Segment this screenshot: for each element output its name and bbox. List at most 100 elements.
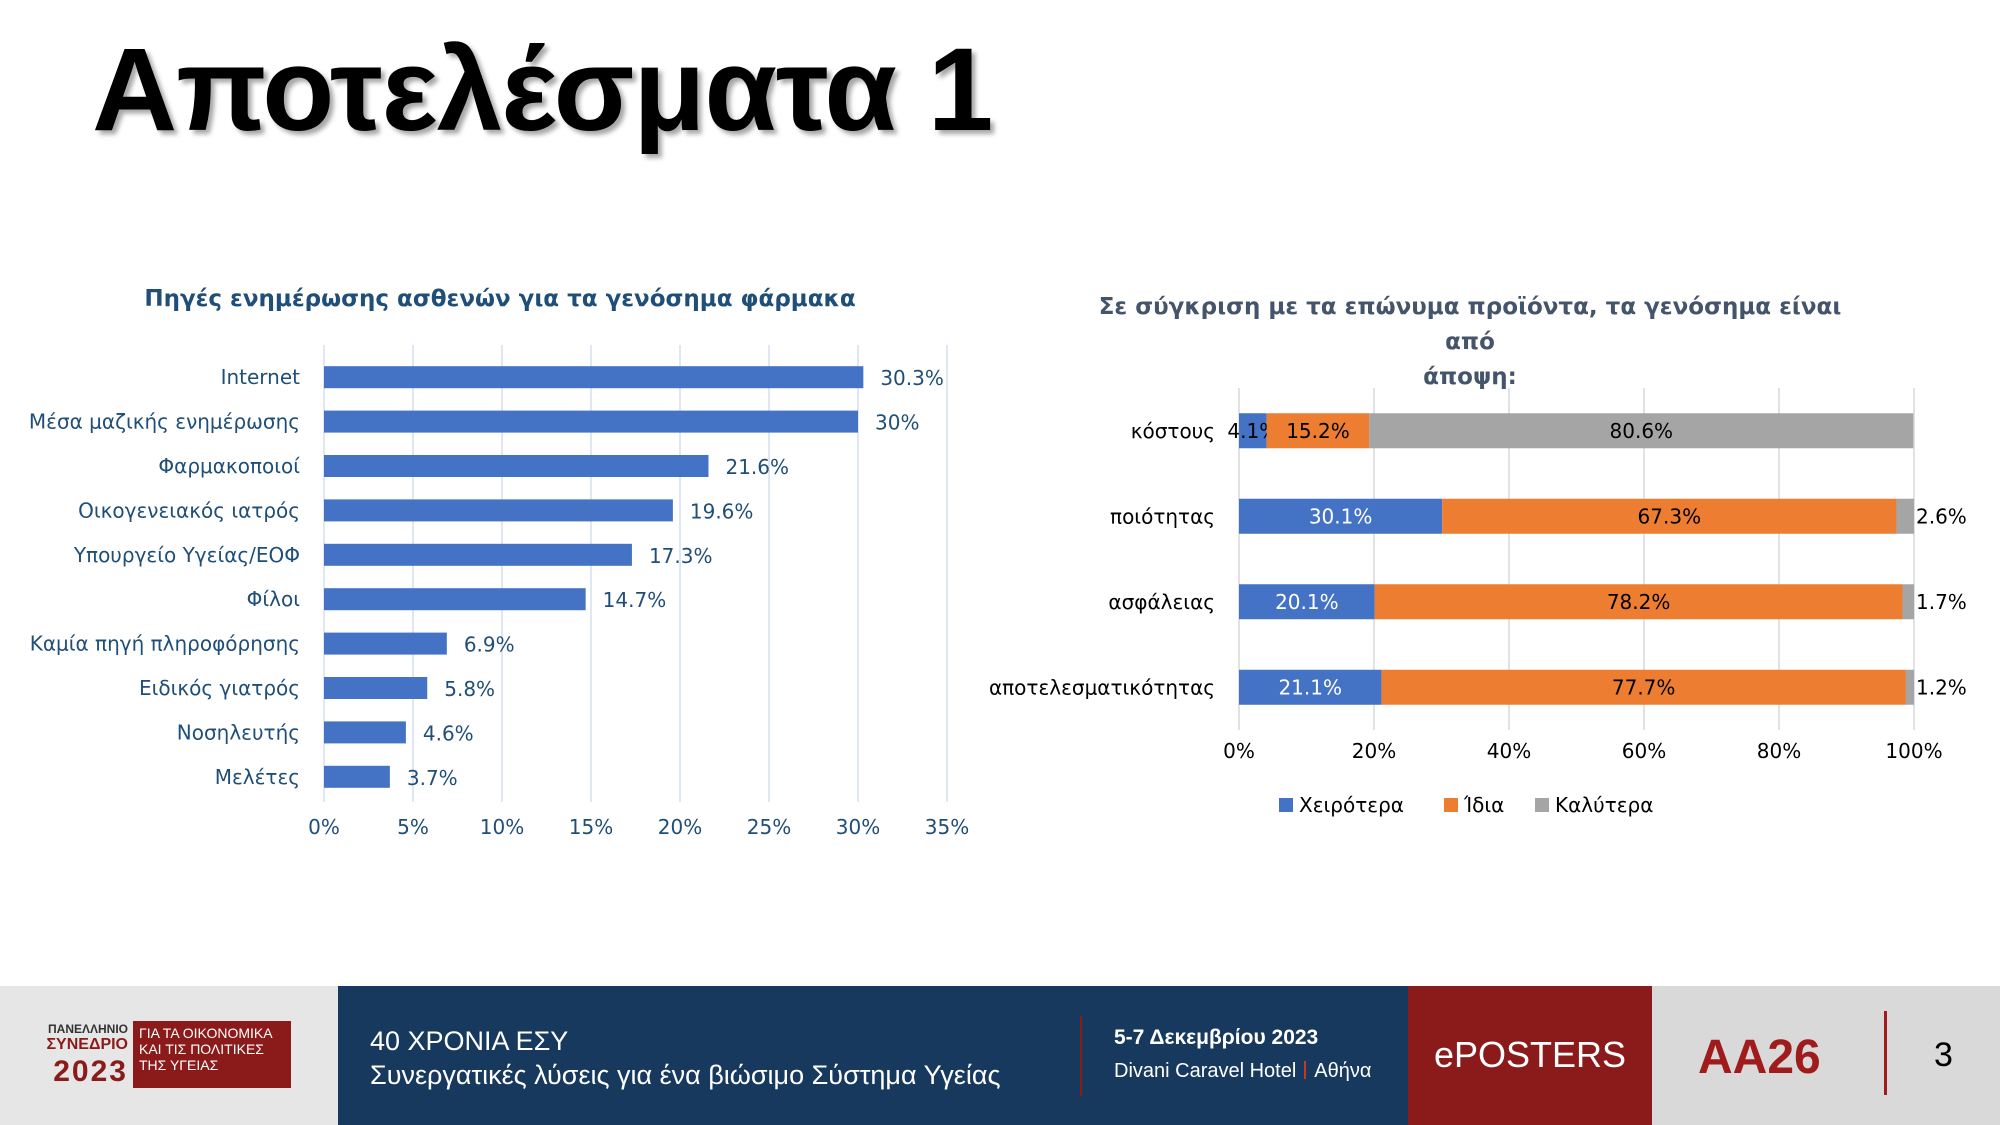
data-label: 21.6% [725, 455, 789, 479]
logo-line-1: ΠΑΝΕΛΛΗΝΙΟ [47, 1022, 128, 1036]
data-label: 30% [875, 411, 919, 435]
slide-title: Αποτελέσματα 1 [92, 24, 993, 156]
sources-bar-chart: 0% 5% 10% 15% 20% 25% 30% 35% Internet 30.3% Μέσα … [29, 345, 969, 839]
bar-segment [1905, 669, 1914, 705]
x-tick-label: 15% [569, 815, 613, 839]
bar-segment [1239, 584, 1375, 620]
x-tick-label: 0% [308, 815, 340, 839]
legend-swatch [1279, 798, 1293, 812]
footer-banner: ΠΑΝΕΛΛΗΝΙΟ ΣΥΝΕΔΡΙΟ 2023 ΓΙΑ ΤΑ ΟΙΚΟΝΟΜΙ… [0, 986, 2000, 1125]
bar [324, 543, 632, 566]
footer-heading: 40 ΧΡΟΝΙΑ ΕΣΥ [370, 1026, 569, 1056]
x-tick-label: 80% [1757, 739, 1801, 763]
venue-name: Divani Caravel Hotel [1114, 1060, 1297, 1082]
data-label: 4.6% [423, 721, 474, 745]
event-date: 5-7 Δεκεμβρίου 2023 [1114, 1026, 1319, 1049]
logo-box-line-1: ΓΙΑ ΤΑ ΟΙΚΟΝΟΜΙΚΑ [139, 1025, 273, 1041]
x-tick-label: 5% [397, 815, 429, 839]
bar [324, 632, 447, 655]
x-tick-label: 0% [1223, 739, 1255, 763]
category-label: Υπουργείο Υγείας/ΕΟΦ [73, 543, 300, 567]
logo-box-line-2: ΚΑΙ ΤΙΣ ΠΟΛΙΤΙΚΕΣ [139, 1041, 264, 1057]
category-label: Μέσα μαζικής ενημέρωσης [29, 410, 300, 434]
legend-swatch [1535, 798, 1549, 812]
legend-label: Χειρότερα [1299, 793, 1404, 817]
x-tick-label: 20% [658, 815, 702, 839]
data-label: 19.6% [690, 499, 754, 523]
data-label: 78.2% [1607, 590, 1671, 614]
right-chart-title-line-1: Σε σύγκριση με τα επώνυμα προϊόντα, τα γ… [1098, 294, 1842, 355]
footer-main: 40 ΧΡΟΝΙΑ ΕΣΥ Συνεργατικές λύσεις για έν… [338, 986, 1408, 1125]
category-label: Οικογενειακός ιατρός [78, 498, 300, 522]
data-label: 3.7% [407, 766, 458, 790]
comparison-stacked-bar-chart: 0% 20% 40% 60% 80% 100%κόστους 4.1% 15.2% 80.6%π… [989, 388, 1967, 817]
poster-code: AA26 [1698, 1031, 1821, 1084]
data-label: 1.2% [1916, 675, 1967, 699]
eposters-label: ePOSTERS [1433, 1034, 1627, 1075]
bar [324, 677, 428, 699]
bar-segment [1239, 498, 1443, 534]
data-label: 6.9% [464, 633, 515, 657]
bar-segment [1442, 498, 1897, 534]
bar-segment [1381, 669, 1906, 705]
poster-code-divider [1884, 1011, 1887, 1095]
category-label: ασφάλειας [1108, 590, 1215, 614]
data-label: 30.3% [880, 366, 944, 390]
x-tick-label: 10% [480, 815, 524, 839]
x-tick-label: 20% [1352, 739, 1396, 763]
data-label: 2.6% [1916, 504, 1967, 528]
x-tick-label: 100% [1885, 739, 1942, 763]
bar [324, 721, 406, 744]
category-label: Νοσηλευτής [177, 720, 300, 744]
venue-separator [1304, 1061, 1307, 1079]
category-label: Φαρμακοποιοί [158, 454, 300, 478]
x-tick-label: 25% [747, 815, 791, 839]
x-tick-label: 30% [836, 815, 880, 839]
bar [324, 588, 586, 611]
logo-line-2: ΣΥΝΕΔΡΙΟ [46, 1036, 128, 1053]
data-label: 5.8% [444, 677, 495, 701]
venue-city: Αθήνα [1314, 1060, 1372, 1082]
bar-segment [1896, 498, 1914, 534]
data-label: 15.2% [1286, 419, 1350, 443]
logo-year: 2023 [53, 1055, 128, 1088]
bar-segment [1239, 413, 1267, 449]
category-label: κόστους [1131, 419, 1215, 443]
footer-divider [1080, 1016, 1082, 1096]
data-label: 17.3% [649, 544, 713, 568]
right-chart-title-line-2: άποψη: [1423, 364, 1517, 390]
data-label: 1.7% [1916, 590, 1967, 614]
legend-label: Ίδια [1463, 793, 1504, 817]
legend-label: Καλύτερα [1555, 793, 1653, 817]
category-label: Internet [221, 365, 301, 389]
x-tick-label: 40% [1487, 739, 1531, 763]
event-venue: Divani Caravel Hotel Αθήνα [1114, 1060, 1371, 1083]
right-chart-title: Σε σύγκριση με τα επώνυμα προϊόντα, τα γ… [1080, 290, 1860, 395]
page-number: 3 [1934, 1036, 1953, 1074]
bar-segment [1239, 669, 1382, 705]
conference-logo: ΠΑΝΕΛΛΗΝΙΟ ΣΥΝΕΔΡΙΟ 2023 ΓΙΑ ΤΑ ΟΙΚΟΝΟΜΙ… [0, 986, 338, 1125]
bar [324, 366, 864, 389]
bar-segment [1369, 413, 1914, 449]
bar [324, 765, 390, 788]
logo-box: ΓΙΑ ΤΑ ΟΙΚΟΝΟΜΙΚΑ ΚΑΙ ΤΙΣ ΠΟΛΙΤΙΚΕΣ ΤΗΣ … [133, 1021, 291, 1088]
category-label: Ειδικός γιατρός [139, 676, 300, 700]
category-label: Φίλοι [247, 587, 301, 611]
eposters-panel: ePOSTERS [1408, 986, 1652, 1125]
data-label: 20.1% [1275, 590, 1339, 614]
bar [324, 455, 709, 477]
data-label: 21.1% [1278, 675, 1342, 699]
category-label: Μελέτες [215, 765, 300, 789]
category-label: Καμία πηγή πληροφόρησης [30, 632, 300, 656]
legend-swatch [1444, 798, 1458, 812]
bar-segment [1374, 584, 1903, 620]
data-label: 77.7% [1612, 675, 1676, 699]
data-label: 14.7% [603, 588, 667, 612]
x-tick-label: 35% [925, 815, 969, 839]
bar-segment [1266, 413, 1370, 449]
data-label: 80.6% [1610, 419, 1674, 443]
bar-segment [1902, 584, 1914, 620]
data-label: 67.3% [1638, 504, 1702, 528]
logo-box-line-3: ΤΗΣ ΥΓΕΙΑΣ [139, 1057, 219, 1073]
bar [324, 499, 673, 522]
